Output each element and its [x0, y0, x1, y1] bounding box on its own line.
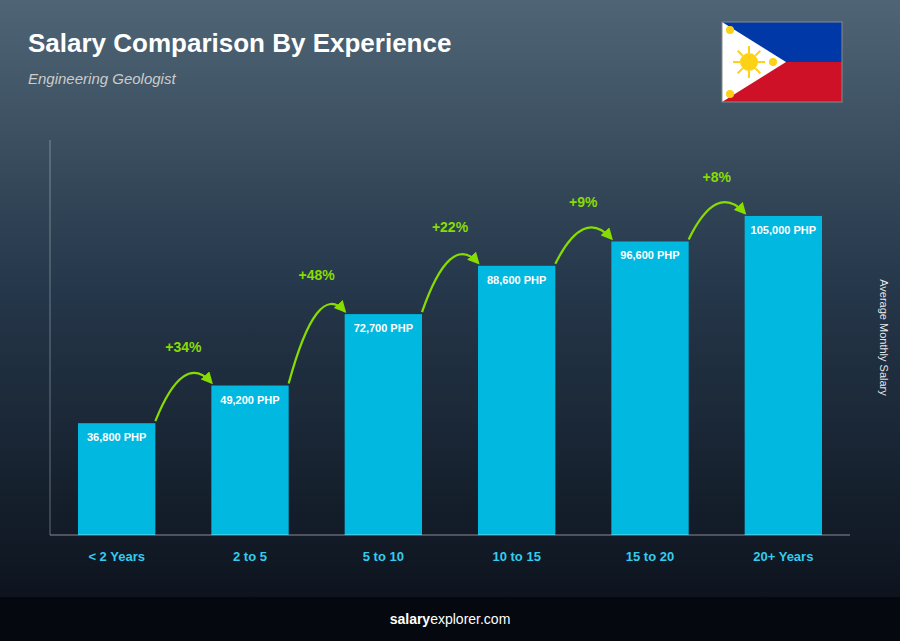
- annotation: +8%: [702, 169, 731, 185]
- flag-star: [726, 26, 734, 34]
- chart-svg: Salary Comparison By Experience Engineeri…: [0, 0, 900, 641]
- footer: salaryexplorer.com: [390, 611, 511, 627]
- bar: [478, 266, 555, 535]
- x-tick-label: < 2 Years: [88, 549, 145, 564]
- subtitle: Engineering Geologist: [28, 70, 176, 87]
- flag-sun: [740, 53, 758, 71]
- flag-ray: [738, 51, 743, 56]
- y-axis-label: Average Monthly Salary: [878, 279, 890, 396]
- flag-star: [769, 58, 777, 66]
- bar: [78, 423, 155, 535]
- flag: [722, 22, 842, 102]
- annotation: +22%: [432, 219, 469, 235]
- annotation: +9%: [569, 194, 598, 210]
- footer-part: explorer.com: [430, 611, 510, 627]
- chart-container: Salary Comparison By Experience Engineeri…: [0, 0, 900, 641]
- bar: [345, 314, 422, 535]
- annotation: +48%: [299, 267, 336, 283]
- annotation: +34%: [165, 339, 202, 355]
- flag-ray: [733, 61, 740, 63]
- data-label: 36,800 PHP: [87, 431, 146, 443]
- change-arrow: [555, 227, 611, 263]
- y-axis: [50, 140, 51, 535]
- bars: [78, 216, 822, 535]
- data-label: 88,600 PHP: [487, 274, 546, 286]
- title: Salary Comparison By Experience: [28, 28, 451, 58]
- footer-background: [0, 597, 900, 641]
- change-arrows: [155, 202, 744, 421]
- data-label: 49,200 PHP: [220, 394, 279, 406]
- flag-ray: [748, 46, 750, 53]
- data-label: 72,700 PHP: [354, 322, 413, 334]
- bar: [611, 241, 688, 535]
- change-arrow: [689, 202, 745, 239]
- x-axis: [50, 535, 850, 536]
- x-tick-label: 5 to 10: [363, 549, 404, 564]
- bar: [745, 216, 822, 535]
- x-tick-label: 20+ Years: [753, 549, 813, 564]
- flag-ray: [755, 68, 760, 73]
- change-arrow: [155, 373, 211, 421]
- x-tick-label: 15 to 20: [626, 549, 674, 564]
- flag-star: [726, 90, 734, 98]
- flag-ray: [755, 51, 760, 56]
- flag-ray: [738, 68, 743, 73]
- flag-ray: [748, 71, 750, 78]
- bar: [211, 386, 288, 535]
- flag-ray: [758, 61, 765, 63]
- change-arrow: [289, 304, 345, 384]
- footer-part: salary: [390, 611, 431, 627]
- flag-border: [722, 22, 842, 102]
- change-arrow: [422, 254, 478, 312]
- data-label: 96,600 PHP: [620, 249, 679, 261]
- flag-triangle: [722, 22, 786, 102]
- background: [0, 0, 900, 641]
- data-label: 105,000 PHP: [751, 224, 816, 236]
- x-tick-label: 10 to 15: [492, 549, 540, 564]
- x-tick-label: 2 to 5: [233, 549, 267, 564]
